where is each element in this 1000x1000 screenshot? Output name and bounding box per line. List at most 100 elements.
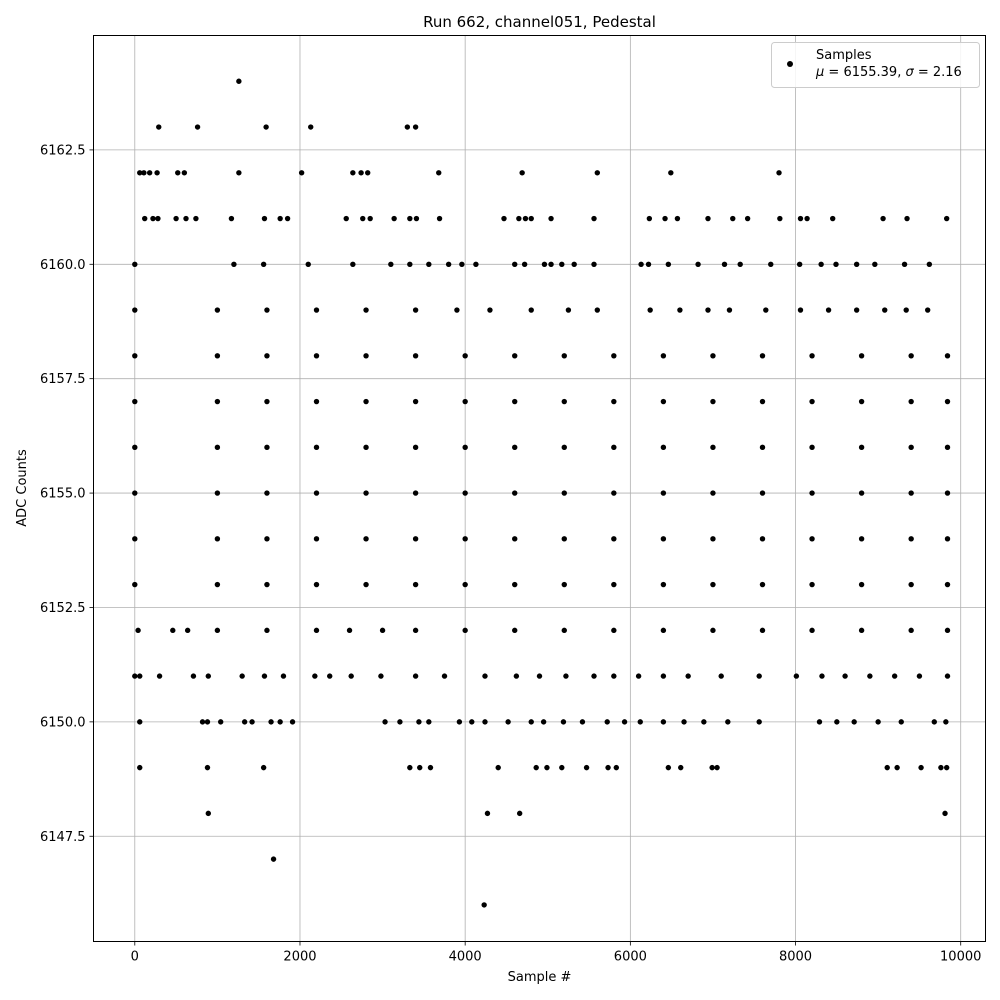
sample-point: [571, 261, 577, 267]
sample-point: [459, 261, 465, 267]
x-axis-label: Sample #: [508, 970, 572, 985]
sample-point: [469, 719, 475, 725]
sample-point: [343, 215, 349, 222]
sample-point: [858, 627, 865, 634]
sample-point: [264, 490, 270, 496]
sample-point: [363, 536, 369, 542]
sample-point: [591, 673, 597, 679]
sample-point: [190, 673, 197, 679]
sample-point: [853, 307, 860, 313]
legend-mu-value: = 6155.39,: [824, 65, 905, 80]
sample-point: [214, 398, 221, 405]
sample-point: [809, 398, 815, 405]
sample-point: [261, 673, 268, 679]
sample-point: [540, 719, 547, 725]
legend: Samples μ = 6155.39, σ = 2.16: [771, 42, 980, 88]
sample-point: [660, 490, 667, 496]
sample-point: [561, 581, 567, 588]
sample-point: [660, 353, 667, 359]
sample-point: [908, 627, 914, 634]
sample-point: [407, 215, 413, 222]
sample-point: [204, 719, 211, 725]
samples-series: [132, 78, 951, 908]
sample-point: [150, 215, 156, 222]
sample-point: [280, 673, 287, 679]
sample-point: [730, 215, 736, 222]
sample-point: [591, 215, 597, 222]
sample-point: [809, 444, 815, 451]
sample-point: [867, 673, 873, 679]
sample-point: [858, 398, 865, 405]
y-tick-label: 6157.5: [40, 372, 86, 387]
sample-point: [858, 536, 865, 542]
sample-point: [944, 490, 951, 496]
sample-point: [132, 581, 138, 588]
sample-point: [412, 581, 419, 588]
sample-point: [412, 307, 419, 313]
sample-point: [358, 170, 364, 176]
sample-point: [308, 124, 314, 130]
x-tick-label: 8000: [779, 950, 812, 965]
sample-point: [797, 215, 804, 222]
sample-point: [660, 581, 667, 588]
sample-point: [891, 673, 898, 679]
sample-point: [350, 170, 356, 176]
sample-point: [264, 398, 270, 405]
sample-point: [809, 627, 815, 634]
sample-point: [412, 536, 419, 542]
sample-point: [541, 261, 548, 267]
sample-point: [611, 490, 617, 496]
sample-point: [298, 170, 305, 176]
sample-point: [407, 261, 413, 267]
sample-point: [834, 719, 840, 725]
sample-point: [809, 490, 815, 496]
sample-point: [858, 444, 865, 451]
sample-point: [833, 261, 839, 267]
sample-point: [660, 627, 667, 634]
sample-point: [512, 581, 518, 588]
sample-point: [660, 719, 667, 725]
sample-point: [563, 673, 569, 679]
sample-point: [705, 215, 711, 222]
sample-point: [482, 673, 488, 679]
sample-point: [199, 719, 206, 725]
sample-point: [737, 261, 743, 267]
sample-point: [759, 536, 766, 542]
sample-point: [441, 673, 448, 679]
legend-sigma-symbol: σ: [905, 65, 914, 80]
sample-point: [898, 719, 904, 725]
sample-point: [793, 673, 800, 679]
x-tick-label: 10000: [940, 950, 981, 965]
y-tick-label: 6147.5: [40, 830, 86, 845]
sample-point: [710, 581, 716, 588]
sample-point: [260, 764, 267, 771]
sample-point: [721, 261, 728, 267]
sample-point: [944, 673, 951, 679]
sample-point: [938, 764, 944, 771]
sample-point: [718, 673, 724, 679]
sample-point: [495, 764, 501, 771]
sample-point: [382, 719, 388, 725]
sample-point: [388, 261, 394, 267]
sample-point: [880, 215, 886, 222]
sample-point: [173, 215, 179, 222]
sample-point: [561, 444, 567, 451]
sample-point: [944, 536, 951, 542]
sample-point: [305, 261, 311, 267]
sample-point: [943, 764, 950, 771]
sample-point: [944, 581, 951, 588]
sample-point: [710, 536, 716, 542]
sample-point: [264, 581, 270, 588]
sample-point: [942, 810, 948, 817]
sample-point: [777, 215, 783, 222]
sample-point: [904, 215, 910, 222]
sample-point: [894, 764, 900, 771]
sample-point: [943, 215, 950, 222]
sample-point: [756, 673, 762, 679]
sample-point: [943, 719, 949, 725]
sample-point: [776, 170, 782, 176]
sample-point: [522, 215, 529, 222]
x-tick-label: 4000: [449, 950, 482, 965]
sample-point: [363, 444, 369, 451]
